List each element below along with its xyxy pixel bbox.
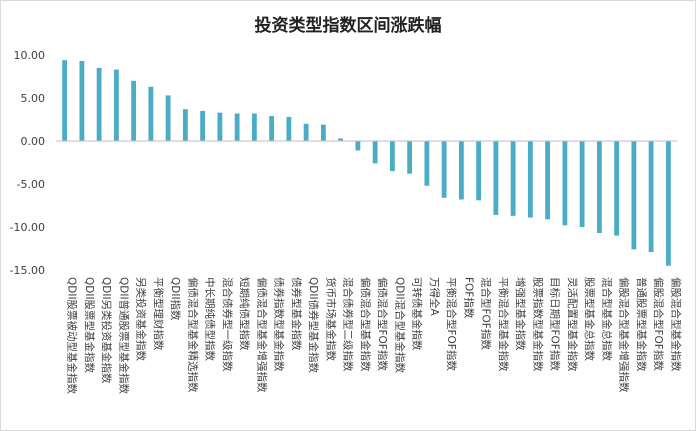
bar bbox=[303, 123, 309, 141]
bar bbox=[217, 112, 223, 141]
bar bbox=[355, 141, 361, 151]
x-tick-label: 偏债混合型基金精选指数 bbox=[186, 277, 199, 393]
bar bbox=[476, 141, 482, 201]
x-tick-label: 短期纯债型指数 bbox=[238, 277, 251, 351]
x-tick-label: 股票型基金总指数 bbox=[583, 277, 596, 361]
x-tick-label: QDII股票被动型基金指数 bbox=[66, 277, 79, 395]
bar bbox=[562, 141, 568, 226]
x-tick-label: QDII普通股票型基金指数 bbox=[117, 277, 130, 395]
y-axis-labels: 10.00 5.00 0.00 -5.00 -10.00 -15.00 bbox=[10, 49, 45, 277]
x-axis-labels: QDII股票被动型基金指数 QDII股票型基金指数 QDII另类投资基金指数 QDII… bbox=[66, 277, 683, 395]
x-tick-label: FOF指数 bbox=[462, 277, 475, 319]
x-tick-label: 偏股混合型FOF指数 bbox=[652, 277, 665, 371]
x-tick-label: QDII另类投资基金指数 bbox=[100, 277, 113, 384]
bar bbox=[458, 141, 464, 200]
y-tick-label: -5.00 bbox=[17, 178, 45, 191]
x-tick-label: QDII混合型基金指数 bbox=[393, 277, 406, 374]
y-tick-label: -10.00 bbox=[10, 221, 45, 234]
bar bbox=[338, 138, 344, 141]
bar bbox=[131, 80, 137, 141]
bar bbox=[493, 141, 499, 215]
bar bbox=[510, 141, 516, 216]
y-tick-label: 10.00 bbox=[14, 49, 46, 62]
x-tick-label: 股票指数型基金指数 bbox=[531, 277, 544, 372]
bar bbox=[269, 116, 275, 141]
y-tick-label: 5.00 bbox=[21, 92, 46, 105]
bar bbox=[286, 116, 292, 141]
bar bbox=[62, 60, 68, 141]
bar bbox=[113, 69, 119, 141]
bar bbox=[407, 141, 413, 174]
x-tick-label: 中长期纯债型指数 bbox=[204, 277, 217, 361]
y-tick-label: -15.00 bbox=[10, 264, 45, 277]
bar bbox=[165, 95, 171, 141]
x-tick-label: 万得全A bbox=[428, 277, 441, 316]
x-tick-label: 平衡型理财指数 bbox=[152, 277, 165, 351]
x-tick-label: 偏股混合型基金指数 bbox=[669, 277, 682, 372]
bar bbox=[596, 141, 602, 234]
bar bbox=[579, 141, 585, 227]
bar bbox=[234, 113, 240, 141]
bar bbox=[320, 124, 326, 141]
x-tick-label: 另类投资基金指数 bbox=[135, 277, 148, 361]
x-tick-label: 灵活配置型基金指数 bbox=[566, 277, 579, 372]
x-tick-label: 增强型基金指数 bbox=[514, 277, 527, 351]
bar bbox=[96, 67, 102, 141]
y-tick-label: 0.00 bbox=[21, 135, 46, 148]
bar bbox=[200, 110, 206, 141]
x-tick-label: 偏债混合型基金指数 bbox=[359, 277, 372, 372]
x-tick-label: QDII指数 bbox=[169, 277, 182, 321]
bar bbox=[648, 141, 654, 252]
x-tick-label: 可转债基金指数 bbox=[411, 277, 424, 351]
x-tick-label: 平衡混合型基金指数 bbox=[497, 277, 510, 372]
x-tick-label: 混合债券型二级指数 bbox=[342, 277, 355, 372]
x-tick-label: 偏股混合型基金增强指数 bbox=[618, 277, 631, 393]
x-tick-label: 混合型基金总指数 bbox=[600, 277, 613, 361]
x-tick-label: 偏债混合型基金增强指数 bbox=[255, 277, 268, 393]
x-tick-label: 债券指数型基金指数 bbox=[273, 277, 286, 372]
x-tick-label: 混合债券型一级指数 bbox=[221, 277, 234, 372]
chart-title: 投资类型指数区间涨跌幅 bbox=[254, 16, 442, 36]
bar bbox=[182, 109, 188, 141]
bar bbox=[251, 113, 257, 141]
bar bbox=[665, 141, 671, 266]
x-tick-label: 目标日期型FOF指数 bbox=[549, 277, 562, 371]
x-tick-label: 货币市场基金指数 bbox=[324, 277, 337, 361]
x-tick-label: 混合型FOF指数 bbox=[480, 277, 493, 350]
bar bbox=[389, 141, 395, 172]
x-tick-label: 偏债混合型FOF指数 bbox=[376, 277, 389, 371]
bars bbox=[62, 60, 671, 266]
bar bbox=[545, 141, 551, 220]
bar bbox=[527, 141, 533, 218]
bar bbox=[631, 141, 637, 250]
x-tick-label: 债券型基金指数 bbox=[290, 277, 303, 351]
bar bbox=[424, 141, 430, 186]
x-tick-label: 普通股票型基金指数 bbox=[635, 277, 648, 372]
x-tick-label: QDII股票型基金指数 bbox=[83, 277, 96, 374]
x-tick-label: QDII债券型基金指数 bbox=[307, 277, 320, 374]
bar bbox=[372, 141, 378, 164]
x-tick-label: 平衡混合型FOF指数 bbox=[445, 277, 458, 371]
bar bbox=[614, 141, 620, 236]
bar bbox=[441, 141, 447, 198]
bar bbox=[148, 86, 154, 141]
bar bbox=[79, 61, 85, 141]
